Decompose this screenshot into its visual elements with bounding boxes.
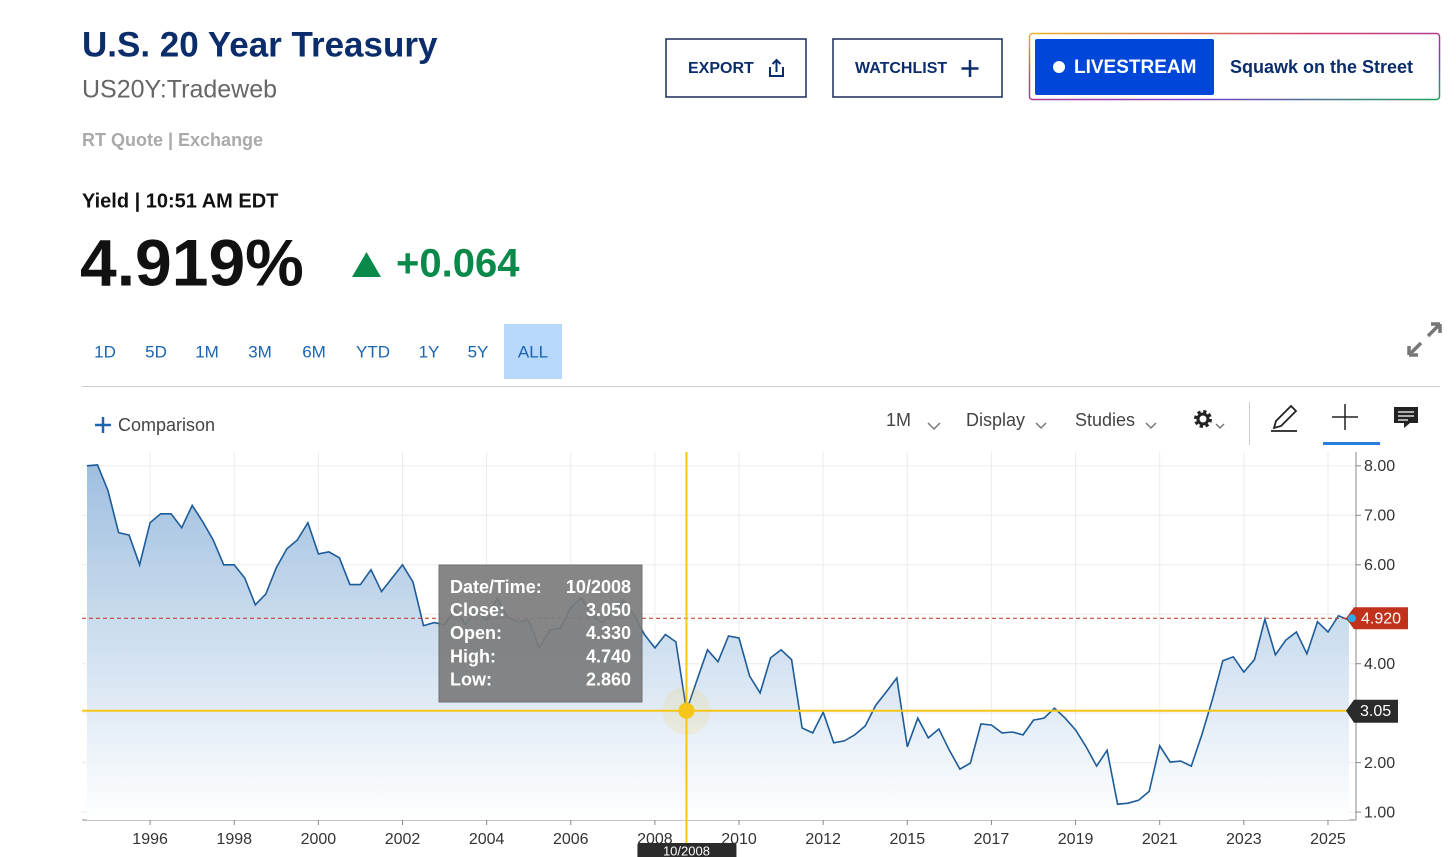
active-tool-underline	[1323, 442, 1380, 445]
symbol: US20Y:Tradeweb	[82, 76, 277, 104]
x-tick-label: 1996	[132, 831, 168, 848]
crosshair-icon[interactable]	[1332, 404, 1358, 430]
comparison[interactable]: Comparison	[118, 415, 215, 435]
x-tick-label: 2012	[805, 831, 841, 848]
tooltip	[438, 564, 643, 703]
tooltip-row-value: 4.740	[586, 646, 631, 666]
tooltip-row-label: Close:	[450, 600, 505, 620]
tooltip-date-label: Date/Time:	[450, 577, 542, 597]
comment-lines	[1398, 411, 1414, 421]
livestream-label[interactable]: LIVESTREAM	[1074, 57, 1196, 78]
x-tick-label: 2000	[301, 831, 337, 848]
range-button[interactable]: 1Y	[419, 342, 440, 361]
x-tick-label: 2004	[469, 831, 505, 848]
x-tick-label: 2017	[974, 831, 1010, 848]
x-tick-label: 2021	[1142, 831, 1178, 848]
display-menu[interactable]: Display	[966, 410, 1025, 430]
tooltip-date: 10/2008	[566, 577, 631, 597]
x-tick-label: 2025	[1310, 831, 1346, 848]
tooltip-row-label: Open:	[450, 623, 502, 643]
x-tick-label: 2019	[1058, 831, 1094, 848]
quote-label: Yield | 10:51 AM EDT	[82, 190, 278, 212]
crosshair-y-label: 3.05	[1360, 703, 1391, 720]
page-title: U.S. 20 Year Treasury	[82, 25, 438, 64]
x-tick-label: 2015	[890, 831, 926, 848]
y-tick-label: 2.00	[1364, 755, 1395, 772]
x-tick-label: 1998	[216, 831, 252, 848]
plus-icon[interactable]	[961, 60, 979, 77]
live-dot	[1053, 61, 1065, 73]
tooltip-row-label: High:	[450, 646, 496, 666]
line	[86, 464, 1350, 806]
range-button[interactable]: 6M	[302, 342, 326, 361]
quote-source: RT Quote | Exchange	[82, 130, 263, 150]
tooltip-row-label: Low:	[450, 670, 492, 690]
range-button[interactable]: 5D	[145, 342, 167, 361]
expand-icon[interactable]	[1407, 322, 1442, 357]
x-tick-label: 2002	[385, 831, 421, 848]
chevron[interactable]	[1215, 423, 1225, 430]
x-tick-label: 2006	[553, 831, 589, 848]
settings-icon[interactable]	[1194, 410, 1212, 428]
crosshair-x-label: 10/2008	[663, 843, 710, 857]
price: 4.919%	[80, 225, 304, 299]
range-button[interactable]: 5Y	[468, 342, 489, 361]
crosshair-dot	[678, 702, 695, 719]
range-button[interactable]: YTD	[356, 342, 390, 361]
last-value-tag	[1346, 607, 1408, 630]
range-button[interactable]: ALL	[518, 342, 548, 361]
chevron[interactable]	[1145, 422, 1157, 430]
crosshair-x-tag	[637, 843, 737, 857]
watchlist-label[interactable]: WATCHLIST	[855, 60, 947, 77]
show-name[interactable]: Squawk on the Street	[1230, 57, 1413, 77]
y-tick-label: 7.00	[1364, 508, 1395, 525]
gear[interactable]	[1194, 410, 1212, 428]
interval[interactable]: 1M	[886, 410, 911, 430]
x-tick-label: 2023	[1226, 831, 1262, 848]
chevron[interactable]	[1035, 422, 1047, 430]
studies-menu[interactable]: Studies	[1075, 410, 1135, 430]
tooltip-row-value: 2.860	[586, 670, 631, 690]
draw-icon[interactable]	[1271, 404, 1298, 432]
tooltip-row-value: 3.050	[586, 600, 631, 620]
range-button[interactable]: 3M	[248, 342, 272, 361]
livestream-button[interactable]	[1035, 39, 1214, 95]
chart: 1.002.003.004.005.006.007.008.0019961998…	[82, 452, 1408, 857]
up-arrow	[352, 252, 381, 277]
chevron[interactable]	[927, 422, 941, 431]
tooltip-row-value: 4.330	[586, 623, 631, 643]
gear-hub[interactable]	[1196, 412, 1210, 426]
y-tick-label: 6.00	[1364, 557, 1395, 574]
export-icon[interactable]	[769, 58, 784, 77]
crosshair-y-tag	[1346, 699, 1398, 723]
comparison-plus[interactable]	[95, 417, 111, 433]
y-tick-label: 1.00	[1364, 804, 1395, 821]
range-selected[interactable]	[504, 324, 562, 379]
range-button[interactable]: 1M	[195, 342, 219, 361]
last-value-label: 4.920	[1361, 610, 1401, 627]
price-change: +0.064	[396, 242, 520, 286]
y-tick-label: 4.00	[1364, 656, 1395, 673]
comment-icon[interactable]	[1394, 407, 1418, 428]
export-label[interactable]: EXPORT	[688, 60, 754, 77]
range-button[interactable]: 1D	[94, 342, 116, 361]
area-fill	[87, 464, 1349, 820]
y-tick-label: 8.00	[1364, 458, 1395, 475]
last-value-dot	[1348, 614, 1356, 623]
